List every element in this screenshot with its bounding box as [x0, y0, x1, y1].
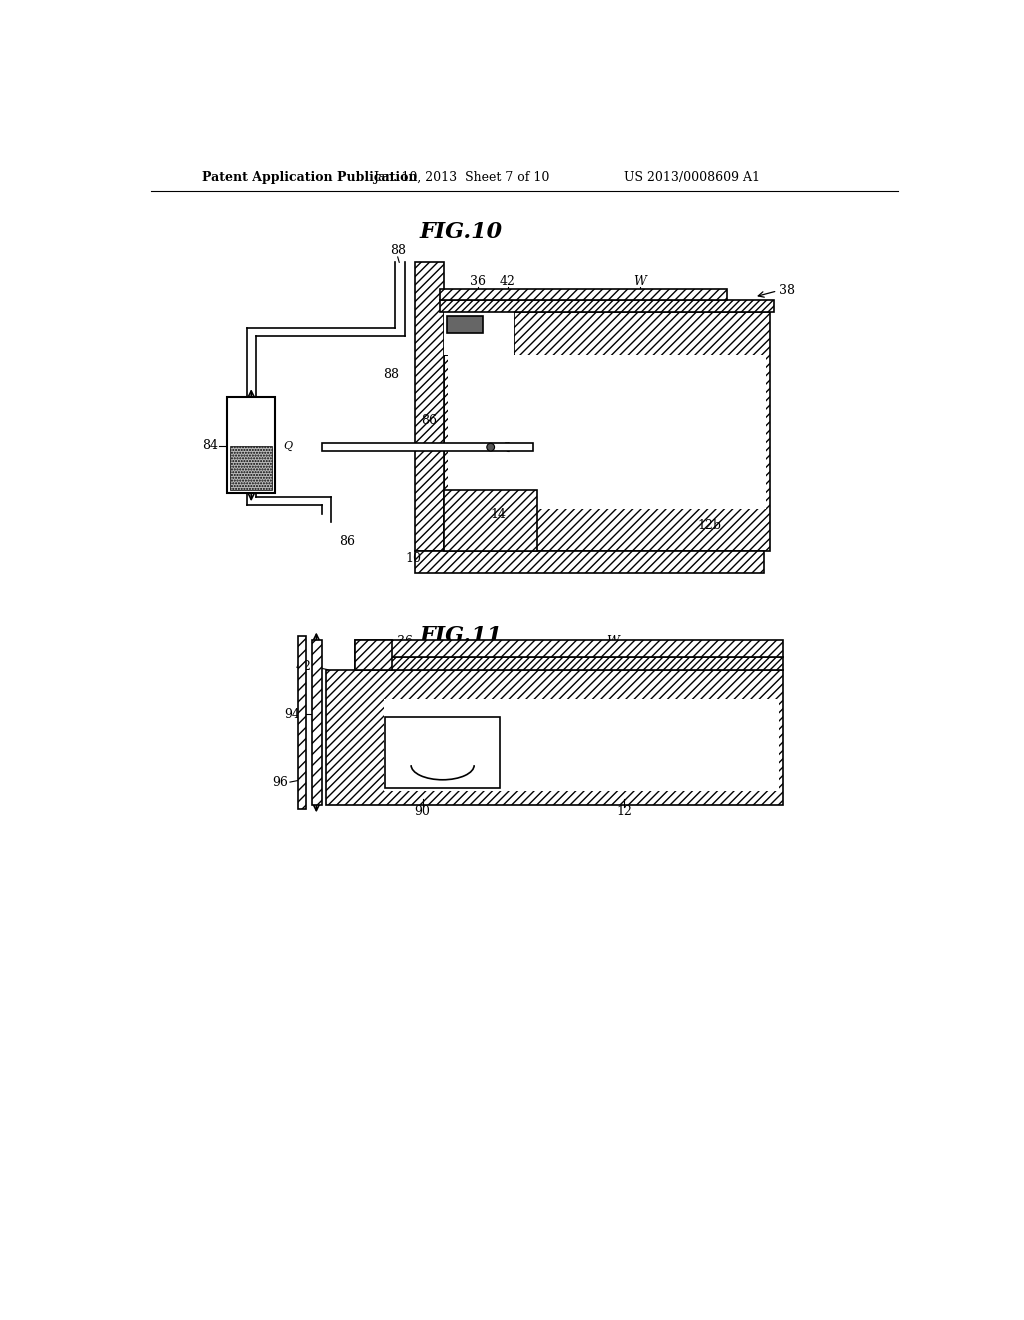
Bar — [227, 397, 275, 494]
Text: 88: 88 — [390, 244, 406, 257]
Text: 42: 42 — [296, 660, 311, 673]
Bar — [230, 446, 272, 490]
Bar — [385, 717, 500, 788]
Bar — [415, 552, 764, 573]
Text: FIG.10: FIG.10 — [420, 220, 503, 243]
Text: Jan. 10, 2013  Sheet 7 of 10: Jan. 10, 2013 Sheet 7 of 10 — [373, 172, 550, 185]
Circle shape — [486, 444, 495, 451]
Bar — [444, 333, 486, 355]
Bar — [415, 263, 444, 552]
Text: 42: 42 — [500, 275, 516, 288]
Bar — [449, 355, 766, 508]
Bar — [444, 313, 514, 355]
Bar — [384, 700, 779, 792]
Text: 14: 14 — [490, 508, 507, 520]
Bar — [355, 640, 392, 671]
Bar — [446, 317, 483, 333]
Text: 38: 38 — [779, 284, 795, 297]
Bar — [322, 442, 534, 451]
Polygon shape — [326, 671, 783, 805]
Text: US 2013/0008609 A1: US 2013/0008609 A1 — [624, 172, 760, 185]
Text: 86: 86 — [339, 535, 355, 548]
Text: 12: 12 — [616, 805, 632, 818]
Text: 12b: 12b — [697, 519, 722, 532]
Text: W: W — [633, 275, 646, 288]
Text: 96: 96 — [272, 776, 289, 788]
Bar — [355, 640, 783, 656]
Text: 88: 88 — [384, 367, 399, 380]
Text: FIG.11: FIG.11 — [420, 624, 503, 647]
Text: 36: 36 — [397, 635, 414, 648]
Text: 90: 90 — [415, 805, 430, 818]
Text: Q: Q — [502, 442, 511, 453]
Text: 92: 92 — [391, 754, 408, 767]
Polygon shape — [444, 490, 538, 552]
Text: 10: 10 — [404, 552, 421, 565]
Bar — [355, 656, 783, 671]
Text: Q: Q — [283, 441, 292, 450]
Text: 86: 86 — [422, 413, 437, 426]
Bar — [440, 300, 773, 313]
Bar — [440, 289, 727, 300]
Polygon shape — [444, 313, 770, 552]
Text: Patent Application Publication: Patent Application Publication — [202, 172, 417, 185]
Text: W: W — [606, 635, 618, 648]
Text: 84: 84 — [202, 440, 218, 453]
Bar — [298, 636, 306, 809]
Text: 36: 36 — [470, 275, 486, 288]
Bar — [311, 640, 322, 805]
Text: 94: 94 — [285, 708, 300, 721]
